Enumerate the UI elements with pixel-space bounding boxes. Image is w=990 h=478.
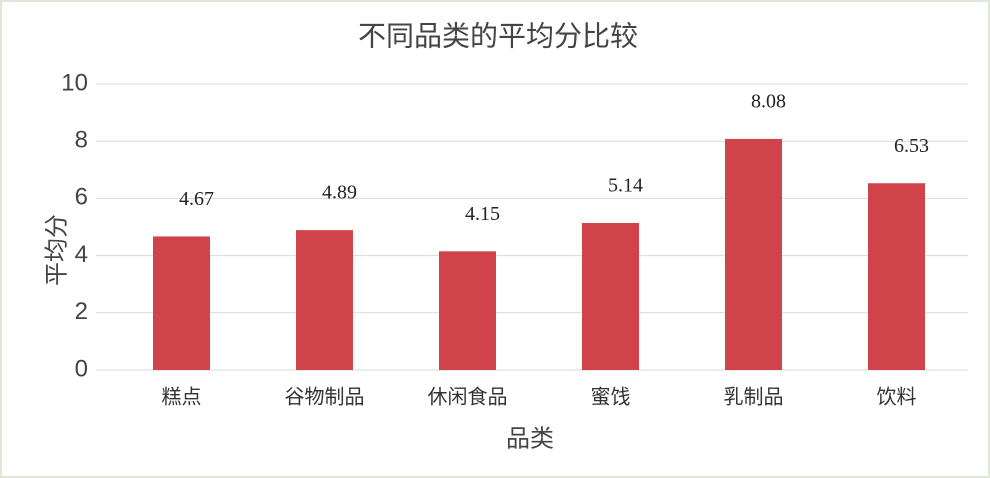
value-label: 4.67 bbox=[179, 188, 214, 210]
value-label: 4.15 bbox=[465, 203, 500, 225]
chart-title: 不同品类的平均分比较 bbox=[358, 20, 638, 51]
y-tick-label: 0 bbox=[75, 355, 88, 382]
y-tick-label: 4 bbox=[75, 241, 88, 268]
y-tick-label: 10 bbox=[61, 69, 88, 96]
y-axis-label: 平均分 bbox=[43, 214, 70, 286]
bar bbox=[296, 230, 353, 370]
x-tick-label: 糕点 bbox=[162, 385, 202, 408]
bar bbox=[868, 183, 925, 370]
x-tick-label: 饮料 bbox=[877, 385, 917, 408]
y-tick-label: 8 bbox=[75, 127, 88, 154]
x-tick-label: 休闲食品 bbox=[428, 385, 508, 408]
bar bbox=[582, 222, 639, 370]
y-tick-label: 2 bbox=[75, 298, 88, 325]
bar bbox=[153, 236, 210, 370]
value-label: 6.53 bbox=[894, 135, 929, 157]
x-tick-label: 谷物制品 bbox=[285, 385, 365, 408]
value-label: 5.14 bbox=[608, 175, 643, 197]
x-tick-label: 蜜饯 bbox=[591, 385, 631, 408]
value-label: 8.08 bbox=[751, 91, 786, 113]
bar bbox=[725, 138, 782, 370]
value-label: 4.89 bbox=[322, 182, 357, 204]
y-tick-label: 6 bbox=[75, 184, 88, 211]
x-tick-label: 乳制品 bbox=[724, 385, 784, 408]
x-axis-label: 品类 bbox=[506, 425, 554, 452]
bar bbox=[439, 251, 496, 370]
